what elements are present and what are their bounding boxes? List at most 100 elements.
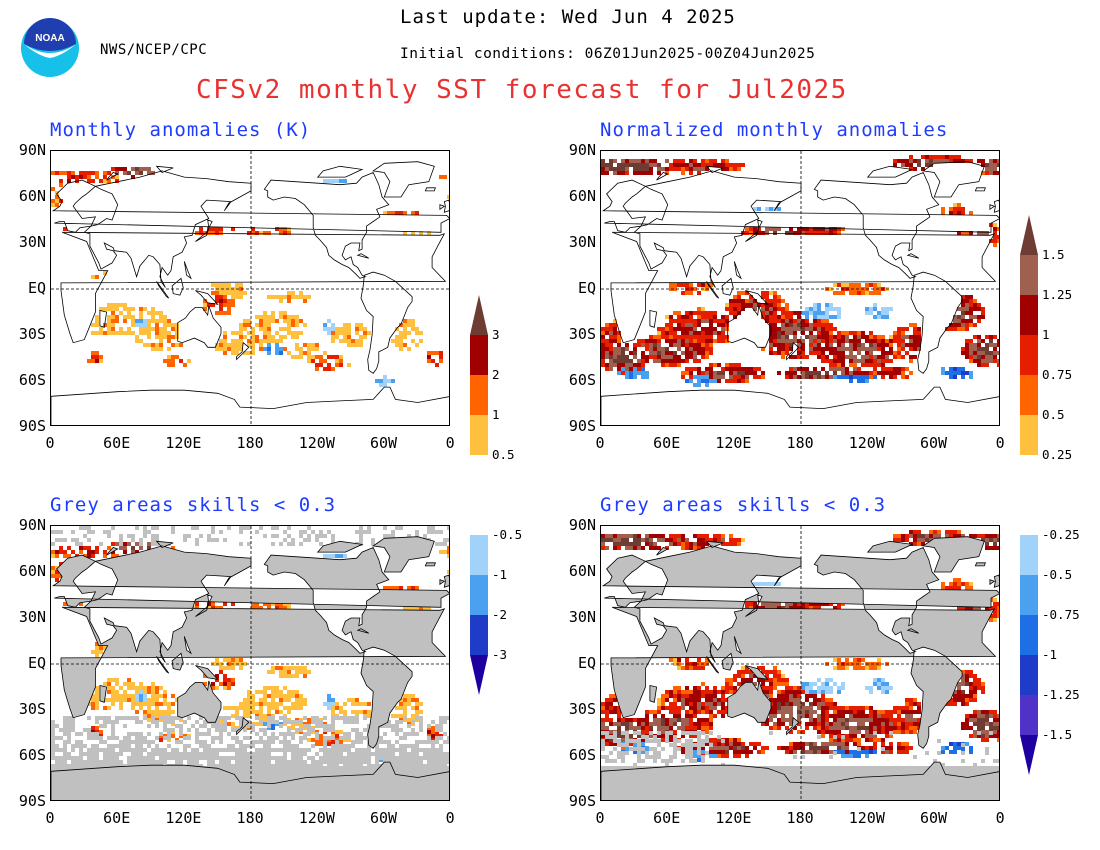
colorbar-arrow-bottom [470, 655, 488, 695]
colorbar-arrow-bottom [1020, 735, 1038, 775]
panel-title-top-right: Normalized monthly anomalies [600, 119, 949, 141]
colorbar-label: 2 [492, 367, 500, 382]
lon-label: 60W [919, 809, 948, 827]
coastlines [601, 161, 999, 425]
lat-label: 90N [18, 516, 46, 534]
colorbar-label: 1.5 [1042, 247, 1065, 262]
lat-label: 60S [568, 371, 596, 389]
lon-label: 180 [786, 809, 814, 827]
colorbar-label: -0.25 [1042, 527, 1080, 542]
ocean-background [51, 151, 449, 425]
lat-label: 30S [568, 325, 596, 343]
lon-label: 120W [298, 434, 335, 452]
colorbar-swatch [1020, 375, 1038, 415]
colorbar-label: -1.25 [1042, 687, 1080, 702]
colorbar-swatch [470, 375, 488, 415]
lon-label: 120W [848, 434, 885, 452]
lat-label: 30S [18, 700, 46, 718]
lon-label: 0 [445, 434, 455, 452]
colorbar-swatch [470, 615, 488, 655]
noaa-logo-text: NOAA [35, 33, 64, 44]
lon-label: 120W [298, 809, 335, 827]
lon-label: 0 [995, 809, 1005, 827]
lat-label: EQ [577, 279, 596, 297]
lon-label: 0 [45, 434, 55, 452]
lon-label: 0 [445, 809, 455, 827]
lat-label: 90N [18, 141, 46, 159]
lat-label: 30S [568, 700, 596, 718]
colorbar-label: 0.25 [1042, 447, 1073, 462]
skill-masked-anomaly-map [51, 526, 449, 800]
map-panel-bottom-right [600, 525, 1000, 801]
panel-title-bottom-left: Grey areas skills < 0.3 [50, 494, 337, 516]
colorbar-label: 0.5 [1042, 407, 1065, 422]
colorbar-swatch [1020, 655, 1038, 695]
noaa-logo: NOAA [20, 18, 80, 78]
lat-label: 30N [18, 608, 46, 626]
colorbar-label: 1.25 [1042, 287, 1073, 302]
lon-label: 120E [715, 434, 752, 452]
lat-label: 30N [18, 233, 46, 251]
lon-label: 60E [653, 434, 681, 452]
colorbar-label: -1 [1042, 647, 1058, 662]
lat-label: EQ [27, 279, 46, 297]
colorbar-label: 0.5 [492, 447, 515, 462]
lat-label: 90N [568, 516, 596, 534]
lon-label: 0 [595, 809, 605, 827]
anomaly-field [51, 167, 449, 387]
colorbar-svg [470, 295, 488, 695]
normalized-anomaly-map [601, 151, 999, 425]
colorbar-label: -1.5 [1042, 727, 1073, 742]
lon-label: 60W [369, 434, 398, 452]
lon-label: 60E [103, 809, 131, 827]
colorbar-label: -0.5 [492, 527, 523, 542]
colorbar-arrow-top [1020, 215, 1038, 255]
lat-label: 60N [18, 187, 46, 205]
main-title: CFSv2 monthly SST forecast for Jul2025 [196, 75, 848, 105]
skill-mask-ocean [601, 731, 999, 800]
lon-label: 120E [715, 809, 752, 827]
anomaly-field [601, 155, 999, 387]
lat-label: 60S [18, 746, 46, 764]
skill-mask-land [601, 536, 999, 800]
coastlines [51, 536, 449, 800]
colorbar-normalized: 1.5 1.25 1 0.75 0.5 0.25 -0.25 -0.5 -0.75 -1 -1.25… [1020, 215, 1080, 781]
lon-label: 60E [653, 809, 681, 827]
lat-label: 60S [568, 746, 596, 764]
colorbar-swatch [1020, 415, 1038, 455]
panel-title-bottom-right: Grey areas skills < 0.3 [600, 494, 887, 516]
lon-label: 120W [848, 809, 885, 827]
colorbar-swatch [1020, 255, 1038, 295]
lat-label: 90S [568, 792, 596, 810]
lat-label: 60N [568, 562, 596, 580]
sst-anomaly-map [51, 151, 449, 425]
colorbar-arrow-top [470, 295, 488, 335]
map-panel-top-right [600, 150, 1000, 426]
lon-label: 0 [595, 434, 605, 452]
coastlines [601, 536, 999, 800]
colorbar-swatch [1020, 615, 1038, 655]
map-panel-bottom-left [50, 525, 450, 801]
skill-masked-normalized-map [601, 526, 999, 800]
colorbar-label: 1 [492, 407, 500, 422]
lon-label: 60W [919, 434, 948, 452]
lon-label: 120E [165, 809, 202, 827]
lat-label: 90N [568, 141, 596, 159]
colorbar-label: -2 [492, 607, 508, 622]
lat-label: 90S [18, 417, 46, 435]
colorbar-label: 1 [1042, 327, 1050, 342]
lon-label: 60W [369, 809, 398, 827]
panel-title-top-left: Monthly anomalies (K) [50, 119, 312, 141]
lon-label: 180 [786, 434, 814, 452]
lat-label: 60N [568, 187, 596, 205]
colorbar-label: 3 [492, 327, 500, 342]
lon-label: 180 [236, 434, 264, 452]
colorbar-swatch [1020, 695, 1038, 735]
colorbar-swatch [470, 415, 488, 455]
colorbar-anomaly: 3 2 1 0.5 -0.5 -1 -2 -3 [470, 295, 522, 701]
colorbar-label: -0.75 [1042, 607, 1080, 622]
colorbar-label: -1 [492, 567, 508, 582]
colorbar-swatch [470, 335, 488, 375]
colorbar-swatch [470, 535, 488, 575]
agency-label: NWS/NCEP/CPC [100, 42, 208, 58]
